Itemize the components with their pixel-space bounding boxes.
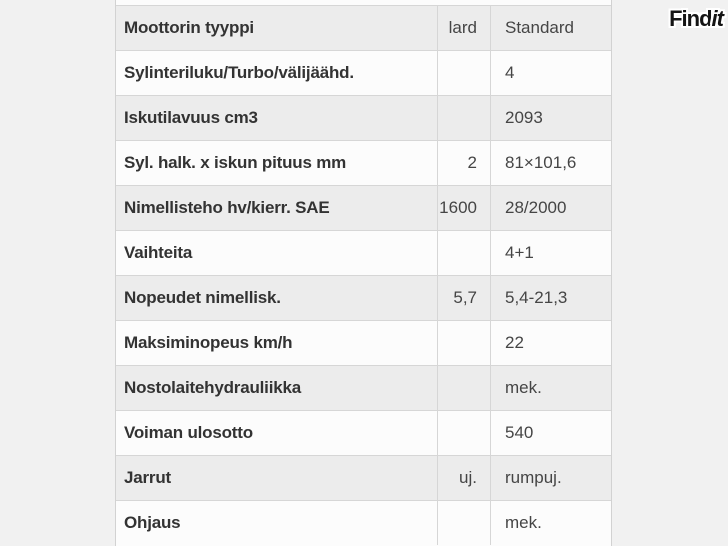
row-label: Moottorin tyyppi: [124, 18, 254, 37]
row-value-middle: [437, 231, 490, 275]
row-value-right: 5,4-21,3: [490, 276, 611, 320]
row-value-middle: 1600: [437, 186, 490, 230]
table-row: Voiman ulosotto 540: [116, 410, 611, 455]
table-row: Vaihteita 4+1: [116, 230, 611, 275]
row-value-right: 4: [490, 51, 611, 95]
row-value-right: mek.: [490, 366, 611, 410]
row-label: Nimellisteho hv/kierr. SAE: [124, 198, 330, 217]
row-value-right: 28/2000: [490, 186, 611, 230]
row-value-right: 81×101,6: [490, 141, 611, 185]
row-value-middle: [437, 366, 490, 410]
table-row: Moottorin tyyppi lard Standard: [116, 5, 611, 50]
row-label: Ohjaus: [124, 513, 181, 532]
row-label: Iskutilavuus cm3: [124, 108, 258, 127]
row-label: Maksiminopeus km/h: [124, 333, 293, 352]
row-value-middle: lard: [437, 6, 490, 50]
findit-logo: Findit: [669, 6, 724, 32]
row-label: Voiman ulosotto: [124, 423, 253, 442]
row-value-middle: [437, 96, 490, 140]
row-label: Syl. halk. x iskun pituus mm: [124, 153, 347, 172]
row-value-middle: [437, 51, 490, 95]
row-value-middle: [437, 501, 490, 545]
row-value-right: rumpuj.: [490, 456, 611, 500]
table-row: Nopeudet nimellisk. 5,7 5,4-21,3: [116, 275, 611, 320]
findit-logo-regular: Find: [669, 6, 712, 31]
row-label: Jarrut: [124, 468, 171, 487]
table-row: Syl. halk. x iskun pituus mm 2 81×101,6: [116, 140, 611, 185]
row-value-middle: 2: [437, 141, 490, 185]
partial-row-top: [116, 0, 611, 5]
findit-logo-italic: it: [711, 6, 724, 31]
table-row: Ohjaus mek.: [116, 500, 611, 545]
row-value-middle: 5,7: [437, 276, 490, 320]
row-value-right: 2093: [490, 96, 611, 140]
row-value-right: 540: [490, 411, 611, 455]
row-label: Nostolaitehydrauliikka: [124, 378, 301, 397]
row-value-right: 22: [490, 321, 611, 365]
row-value-right: 4+1: [490, 231, 611, 275]
spec-table: Moottorin tyyppi lard Standard Sylinteri…: [115, 0, 612, 546]
row-value-middle: [437, 321, 490, 365]
row-label: Nopeudet nimellisk.: [124, 288, 281, 307]
table-row: Nostolaitehydrauliikka mek.: [116, 365, 611, 410]
row-value-right: mek.: [490, 501, 611, 545]
row-value-right: Standard: [490, 6, 611, 50]
table-row: Maksiminopeus km/h 22: [116, 320, 611, 365]
row-value-middle: uj.: [437, 456, 490, 500]
table-row: Jarrut uj. rumpuj.: [116, 455, 611, 500]
table-row: Iskutilavuus cm3 2093: [116, 95, 611, 140]
row-label: Sylinteriluku/Turbo/välijäähd.: [124, 63, 354, 82]
row-value-middle: [437, 411, 490, 455]
table-row: Nimellisteho hv/kierr. SAE 1600 28/2000: [116, 185, 611, 230]
row-label: Vaihteita: [124, 243, 193, 262]
table-row: Sylinteriluku/Turbo/välijäähd. 4: [116, 50, 611, 95]
